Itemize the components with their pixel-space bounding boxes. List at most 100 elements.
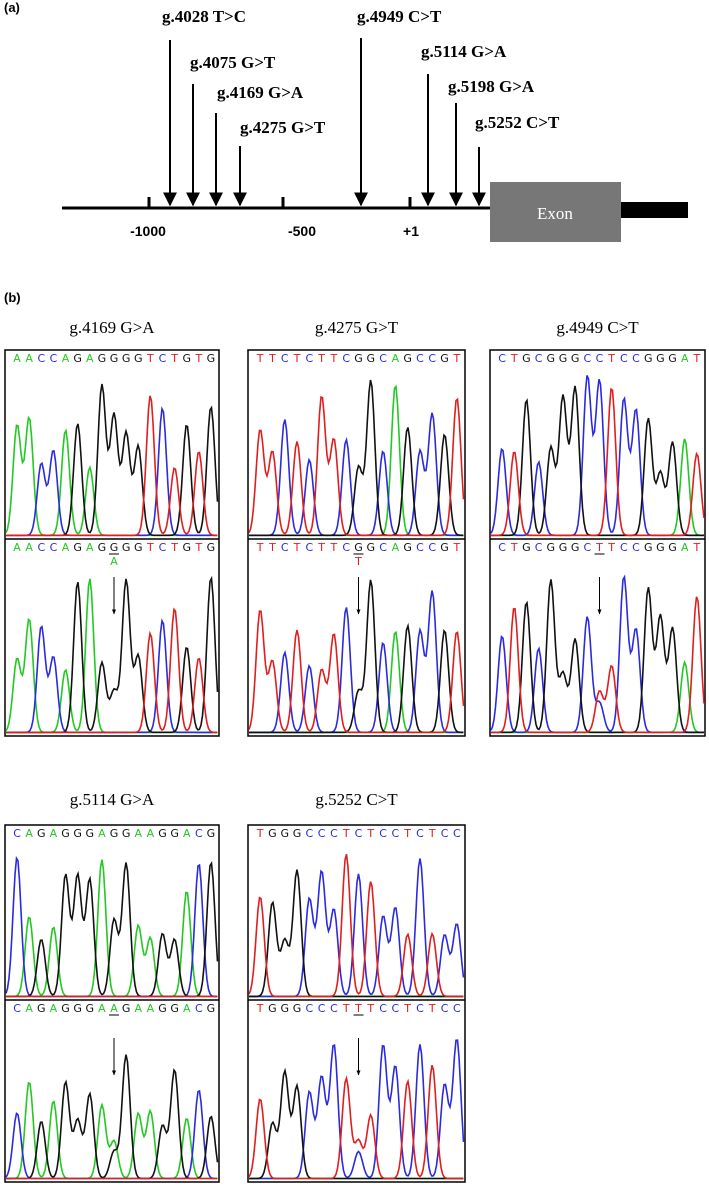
trace-title: g.5252 C>T [315, 790, 398, 809]
base-letter: C [50, 541, 58, 554]
base-letter: T [194, 541, 202, 554]
base-letter: C [428, 352, 436, 365]
base-letter: C [330, 827, 338, 840]
base-letter: T [693, 352, 701, 365]
base-letter: C [428, 541, 436, 554]
base-letter: A [25, 541, 33, 554]
trace-curve [6, 861, 219, 998]
base-letter: C [441, 827, 449, 840]
base-letter: G [37, 827, 46, 840]
base-letter: G [61, 827, 70, 840]
base-letter: A [62, 352, 70, 365]
base-letter: G [644, 352, 653, 365]
chromatogram: A A C C A G A G G G G T C T G T GA A C C A G A G G G G T C T G T GA [4, 349, 220, 737]
base-letter: T [403, 1002, 411, 1015]
base-letter: T [428, 1002, 436, 1015]
trace-curve [249, 869, 464, 998]
base-letter: T [330, 352, 338, 365]
base-letter: T [146, 352, 154, 365]
base-letter: A [134, 1002, 142, 1015]
base-letter: C [379, 827, 387, 840]
base-letter: T [595, 541, 603, 554]
base-letter: T [342, 827, 350, 840]
chromatogram: T G G G C C C T C T C C T C T C CT G G G C C C T T T C C T C T C C [247, 824, 466, 1183]
trace-curve [248, 1064, 464, 1180]
base-letter: A [110, 1002, 118, 1015]
base-letter: G [170, 827, 179, 840]
base-letter: A [25, 827, 33, 840]
trace-curve [6, 395, 218, 537]
base-letter: C [281, 541, 289, 554]
base-letter: G [98, 352, 107, 365]
trace-curve [248, 610, 465, 734]
base-letter: C [305, 352, 313, 365]
base-letter: C [305, 1002, 313, 1015]
trace-curve [6, 859, 218, 998]
trace-title: g.5114 G>A [70, 790, 155, 809]
base-letter: G [522, 352, 531, 365]
trace-curve [249, 412, 464, 537]
base-letter: G [559, 541, 568, 554]
base-letter: G [134, 352, 143, 365]
base-letter: G [98, 541, 107, 554]
base-letter: G [280, 1002, 289, 1015]
scale-label: +1 [403, 223, 419, 239]
base-letter: G [207, 1002, 216, 1015]
base-letter: G [656, 352, 665, 365]
base-letter: C [416, 352, 424, 365]
base-letter: T [317, 352, 325, 365]
base-letter: G [110, 352, 119, 365]
base-letter: T [607, 541, 615, 554]
base-letter: C [281, 352, 289, 365]
trace-curve [491, 387, 705, 537]
base-letter: G [122, 541, 131, 554]
base-letter: A [86, 352, 94, 365]
base-letter: C [583, 352, 591, 365]
base-letter: G [73, 827, 82, 840]
base-letter: A [50, 1002, 58, 1015]
base-letter: G [207, 541, 216, 554]
base-letter: G [668, 352, 677, 365]
base-letter: C [50, 352, 58, 365]
base-letter: C [453, 1002, 461, 1015]
base-letter: A [98, 827, 106, 840]
base-letter: G [280, 827, 289, 840]
base-letter: C [416, 827, 424, 840]
base-letter: G [110, 541, 119, 554]
base-letter: T [366, 827, 374, 840]
base-letter: G [122, 352, 131, 365]
base-letter: C [620, 541, 628, 554]
base-letter: G [571, 352, 580, 365]
base-letter: G [37, 1002, 46, 1015]
base-letter: G [403, 352, 412, 365]
base-letter: C [159, 352, 167, 365]
base-letter: A [183, 1002, 191, 1015]
base-letter: C [535, 541, 543, 554]
base-letter: G [73, 1002, 82, 1015]
exon-label: Exon [537, 204, 573, 223]
base-letter: T [146, 541, 154, 554]
base-letter: C [305, 541, 313, 554]
base-letter: T [403, 827, 411, 840]
base-letter: A [98, 1002, 106, 1015]
trace-box [489, 349, 706, 737]
base-letter: T [256, 1002, 264, 1015]
base-letter: T [693, 541, 701, 554]
base-letter: T [268, 352, 276, 365]
base-letter: C [330, 1002, 338, 1015]
base-letter: G [85, 1002, 94, 1015]
base-letter: A [62, 541, 70, 554]
base-letter: G [440, 352, 449, 365]
base-letter: C [441, 1002, 449, 1015]
base-letter: C [596, 352, 604, 365]
base-letter: C [392, 827, 400, 840]
base-letter: C [305, 827, 313, 840]
base-letter: T [256, 352, 264, 365]
base-letter: G [170, 1002, 179, 1015]
base-letter: C [498, 352, 506, 365]
base-letter: G [73, 541, 82, 554]
trace-curve [490, 579, 704, 734]
base-letter: G [559, 352, 568, 365]
base-letter: A [25, 1002, 33, 1015]
